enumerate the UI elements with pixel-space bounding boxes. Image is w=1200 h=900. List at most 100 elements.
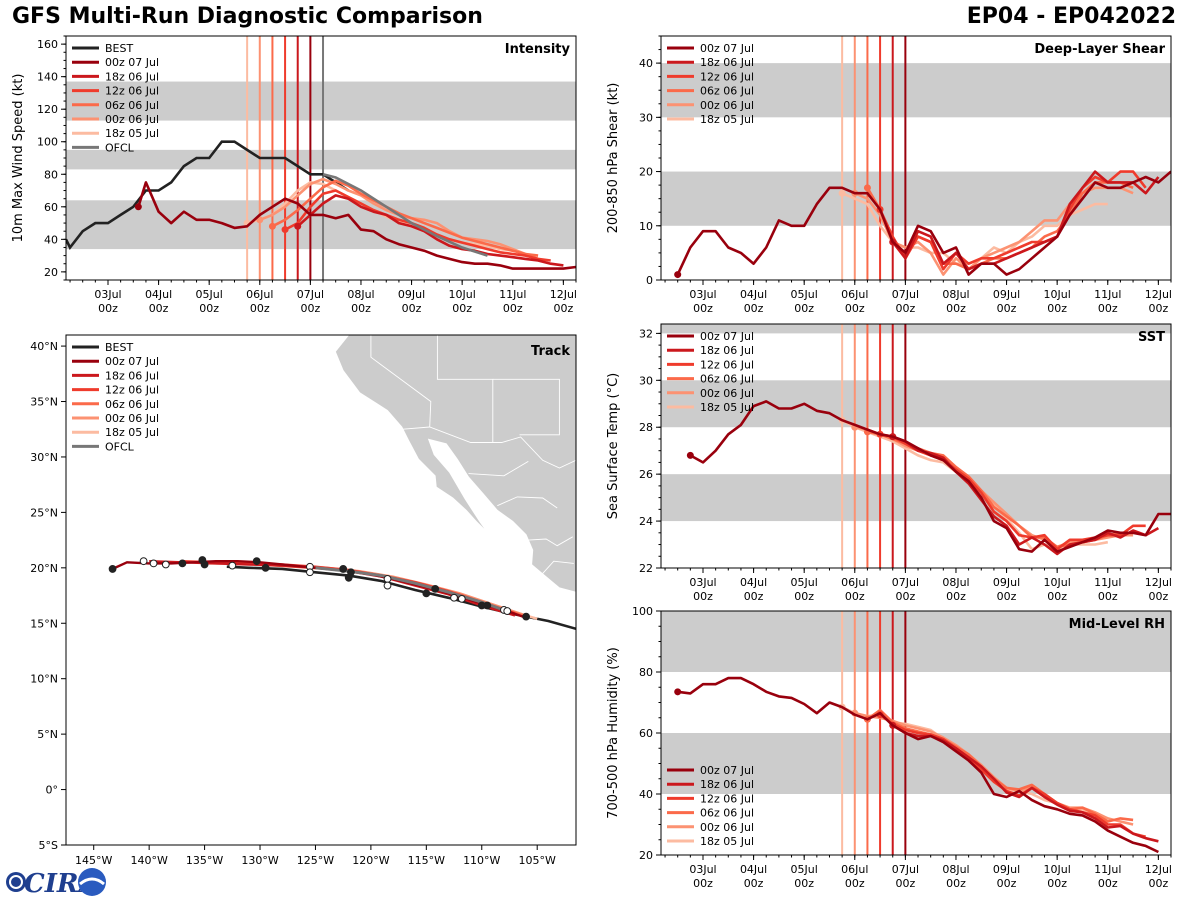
track-position-marker: [228, 561, 237, 570]
track-panel: 145°W 140°W 135°W 130°W 125°W 120°W 115°W 110°W…: [30, 334, 577, 867]
series-group: [66, 140, 576, 270]
x-tick-hour: 00z: [997, 302, 1017, 315]
legend-label: 12z 06 Jul: [700, 792, 754, 805]
track-position-marker: [431, 584, 440, 593]
track-position-marker: [306, 568, 314, 577]
run-start-marker: [838, 189, 846, 197]
track-position-marker: [108, 565, 117, 573]
y-tick-label: 20°N: [30, 562, 58, 575]
x-tick-hour: 00z: [946, 877, 966, 890]
run-start-marker: [294, 222, 302, 230]
x-tick-hour: 00z: [946, 302, 966, 315]
legend-label: 00z 07 Jul: [105, 355, 159, 368]
x-tick-day: 08Jul: [347, 288, 374, 301]
y-tick-label: 20: [639, 166, 653, 179]
border-line: [542, 560, 574, 574]
legend-label: 18z 06 Jul: [700, 56, 754, 69]
x-tick-day: 05Jul: [791, 576, 818, 589]
legend-label: 06z 06 Jul: [700, 807, 754, 820]
y-axis-label: 10m Max Wind Speed (kt): [11, 74, 26, 243]
run-start-marker: [674, 271, 682, 279]
y-tick-label: 40: [44, 233, 58, 246]
panel-title: Deep-Layer Shear: [1034, 42, 1165, 57]
legend-label: 18z 05 Jul: [105, 426, 159, 439]
x-tick-day: 10Jul: [1044, 863, 1071, 876]
x-tick-day: 03Jul: [94, 288, 121, 301]
x-tick-hour: 00z: [1148, 590, 1168, 603]
y-tick-label: 40: [639, 57, 653, 70]
land-mass: [334, 335, 576, 593]
legend-label: 18z 06 Jul: [700, 344, 754, 357]
y-tick-label: 24: [639, 515, 653, 528]
run-start-marker: [268, 222, 276, 230]
border-line: [492, 378, 560, 436]
series-group: [686, 400, 1171, 556]
track-position-marker: [483, 601, 492, 610]
threshold-band: [661, 474, 1171, 522]
legend-label: 06z 06 Jul: [700, 85, 754, 98]
x-tick-hour: 00z: [744, 590, 764, 603]
legend-label: 00z 07 Jul: [700, 764, 754, 777]
ofcl-line: [322, 173, 488, 257]
legend-label: 00z 07 Jul: [700, 42, 754, 55]
legend-label: OFCL: [105, 440, 135, 453]
y-tick-label: 30: [639, 374, 653, 387]
x-tick-day: 05Jul: [196, 288, 223, 301]
x-tick-label: 115°W: [408, 854, 445, 867]
x-tick-label: 145°W: [75, 854, 112, 867]
x-tick-day: 04Jul: [145, 288, 172, 301]
y-axis-label: Sea Surface Temp (°C): [606, 373, 621, 520]
track-position-marker: [252, 557, 261, 566]
border-line: [436, 335, 494, 443]
track-position-marker: [339, 565, 348, 573]
run-line: [891, 170, 1160, 271]
threshold-band: [66, 149, 576, 170]
run-start-marker: [134, 203, 142, 211]
x-tick-hour: 00z: [946, 590, 966, 603]
x-tick-day: 10Jul: [1044, 288, 1071, 301]
x-tick-hour: 00z: [199, 302, 219, 315]
x-tick-day: 12Jul: [1145, 288, 1172, 301]
x-tick-label: 105°W: [519, 854, 556, 867]
run-start-marker: [281, 226, 289, 234]
y-tick-label: 32: [639, 327, 653, 340]
legend-label: 12z 06 Jul: [700, 358, 754, 371]
x-tick-day: 12Jul: [1145, 863, 1172, 876]
track-position-marker: [344, 573, 353, 582]
x-tick-hour: 00z: [794, 877, 814, 890]
y-tick-label: 30: [639, 111, 653, 124]
legend-label: 18z 05 Jul: [700, 835, 754, 848]
x-tick-day: 06Jul: [841, 288, 868, 301]
track-position-marker: [450, 593, 458, 602]
x-tick-label: 110°W: [463, 854, 500, 867]
satellite-emblem-icon: [78, 868, 106, 896]
x-tick-hour: 00z: [1047, 302, 1067, 315]
x-tick-day: 07Jul: [297, 288, 324, 301]
legend-label: 06z 06 Jul: [105, 99, 159, 112]
threshold-band: [661, 63, 1171, 118]
run-line: [677, 676, 1159, 854]
y-tick-label: 160: [37, 38, 58, 51]
border-line: [402, 426, 576, 469]
legend-label: OFCL: [105, 141, 135, 154]
y-tick-label: 60: [44, 201, 58, 214]
plot-frame: [65, 334, 577, 846]
x-tick-day: 11Jul: [1094, 576, 1121, 589]
run-line: [866, 708, 1134, 823]
run-start-marker: [674, 688, 682, 696]
run-line: [878, 170, 1147, 271]
y-tick-label: 5°S: [39, 839, 58, 852]
x-tick-label: 140°W: [130, 854, 167, 867]
legend-label: BEST: [105, 341, 133, 354]
x-tick-day: 07Jul: [892, 576, 919, 589]
x-tick-day: 10Jul: [449, 288, 476, 301]
run-start-marker: [863, 184, 871, 192]
y-tick-label: 20: [639, 849, 653, 862]
threshold-band: [661, 171, 1171, 226]
x-tick-day: 11Jul: [1094, 863, 1121, 876]
x-tick-day: 11Jul: [499, 288, 526, 301]
y-tick-label: 35°N: [30, 396, 58, 409]
track-position-marker: [139, 557, 148, 566]
run-start-marker: [686, 451, 694, 459]
